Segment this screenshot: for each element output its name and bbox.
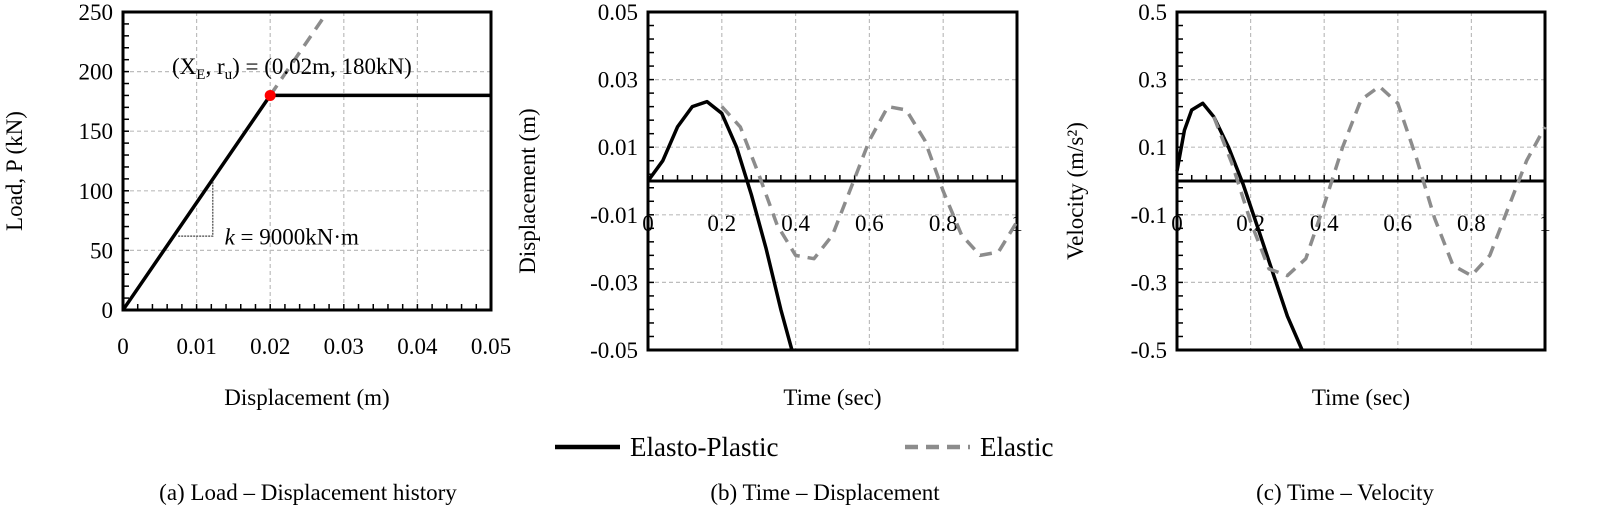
caption-b: (b) Time – Displacement [710, 480, 940, 505]
stiffness-annotation: k = 9000kN·m [225, 224, 359, 249]
y-tick-label: 0 [102, 298, 114, 323]
x-tick-label: 0.8 [1457, 211, 1486, 236]
y-tick-label: -0.3 [1131, 270, 1167, 295]
x-tick-label: 0 [117, 334, 129, 359]
y-tick-label: 150 [79, 119, 114, 144]
y-tick-label: 0.1 [1138, 135, 1167, 160]
y-tick-label: 200 [79, 60, 114, 85]
x-tick-label: 0.6 [855, 211, 884, 236]
y-axis-label: Load, P (kN) [2, 111, 27, 231]
x-tick-label: 1 [1011, 211, 1023, 236]
x-tick-label: 0.02 [250, 334, 290, 359]
y-tick-label: 100 [79, 179, 114, 204]
caption-a: (a) Load – Displacement history [159, 480, 457, 505]
caption-c: (c) Time – Velocity [1256, 480, 1434, 505]
y-tick-label: -0.1 [1131, 203, 1167, 228]
x-axis-label: Time (sec) [783, 385, 881, 410]
y-tick-label: 0.05 [598, 0, 638, 25]
x-tick-label: 0 [1171, 211, 1183, 236]
x-tick-label: 0 [642, 211, 654, 236]
y-tick-label: -0.05 [590, 338, 638, 363]
y-tick-label: 0.01 [598, 135, 638, 160]
plot-frame [121, 10, 493, 312]
legend-label-elastic: Elastic [980, 432, 1053, 462]
panel-c-time-velocity: -0.5-0.3-0.10.10.30.50 0.2 0.4 0.6 0.8 1Time … [1063, 0, 1551, 410]
x-tick-label: 0.4 [1310, 211, 1339, 236]
x-tick-label: 0.04 [397, 334, 438, 359]
panel-a-load-displacement: 0 50 100 150 200 250 0 0.01 0.02 0.03 0.04 0.05 Disp… [2, 0, 511, 410]
x-tick-label: 1 [1539, 211, 1551, 236]
y-tick-label: 0.3 [1138, 68, 1167, 93]
x-tick-label: 0.03 [324, 334, 364, 359]
series-line-elasto-plastic [646, 99, 794, 351]
legend-label-elasto-plastic: Elasto-Plastic [630, 432, 778, 462]
yield-point-marker [264, 89, 276, 101]
x-tick-label: 0.2 [707, 211, 736, 236]
y-axis-label: Displacement (m) [515, 108, 540, 273]
x-tick-label: 0.4 [781, 211, 810, 236]
y-tick-label: 0.5 [1138, 0, 1167, 25]
y-tick-label: 250 [79, 0, 114, 25]
y-tick-label: -0.03 [590, 270, 638, 295]
x-tick-label: 0.05 [471, 334, 511, 359]
series-line-elasto-plastic [1175, 101, 1304, 351]
panel-b-time-displacement: -0.05-0.03-0.010.010.030.050 0.2 0.4 0.6 0.8… [515, 0, 1023, 410]
series-line-elastic [1212, 84, 1547, 278]
y-tick-label: -0.5 [1131, 338, 1167, 363]
stiffness-marker [178, 181, 214, 237]
x-axis-label: Time (sec) [1312, 385, 1410, 410]
x-tick-label: 0.01 [176, 334, 216, 359]
y-tick-label: 50 [90, 238, 113, 263]
x-tick-label: 0.6 [1383, 211, 1412, 236]
yield-annotation: (XE, ru) = (0.02m, 180kN) [172, 54, 412, 83]
x-axis-label: Displacement (m) [224, 385, 389, 410]
series-line-elastic [268, 17, 325, 97]
y-axis-label: Velocity (m/s²) [1063, 122, 1088, 260]
y-tick-label: 0.03 [598, 68, 638, 93]
series-line-elastic [720, 104, 1019, 261]
legend: Elasto-Plastic Elastic [555, 432, 1053, 462]
series-line-elasto-plastic [121, 93, 491, 311]
y-tick-label: -0.01 [590, 203, 638, 228]
